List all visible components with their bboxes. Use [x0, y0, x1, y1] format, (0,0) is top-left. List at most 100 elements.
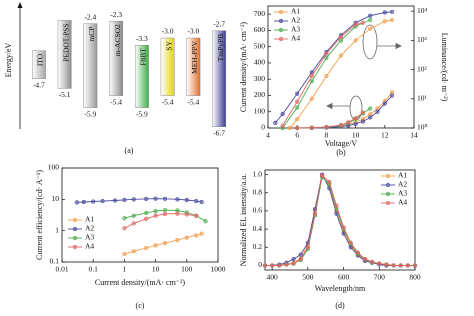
- legend-label: A1: [85, 215, 94, 224]
- x-tick-label: 100: [181, 265, 193, 274]
- y-axis-label: Current efficiency/(cd· A⁻¹): [35, 170, 44, 260]
- material-label: ITO: [36, 53, 45, 66]
- data-point: [312, 211, 318, 216]
- legend-marker: [72, 226, 78, 232]
- data-point: [175, 211, 180, 216]
- y-tick-label: 0.8: [253, 187, 263, 196]
- lumo-label: -3.0: [187, 27, 199, 36]
- x-tick-label: 0.1: [89, 265, 99, 274]
- data-point: [324, 55, 329, 61]
- energy-bar: [134, 45, 149, 108]
- material-label: SY: [164, 40, 173, 50]
- data-point: [199, 199, 204, 205]
- y2-axis-label: Luminance/(cd· m⁻²): [440, 33, 449, 102]
- y-tick-label: 400: [254, 58, 266, 67]
- data-point: [382, 101, 387, 106]
- data-point: [377, 261, 382, 266]
- y-tick-label: 1.0: [253, 169, 263, 178]
- x-tick-label: 12: [381, 131, 389, 140]
- legend-marker: [278, 27, 284, 33]
- data-point: [412, 263, 418, 268]
- data-point: [324, 51, 329, 56]
- data-point: [175, 237, 180, 243]
- data-point: [162, 196, 168, 201]
- plot-frame: [267, 5, 415, 129]
- x-axis-label: Current density/(mA· cm⁻²): [95, 278, 185, 287]
- lumo-label: -2.7: [213, 20, 225, 29]
- legend-label: A3: [85, 233, 94, 242]
- series-line: [265, 173, 415, 266]
- homo-label: -6.7: [213, 129, 225, 138]
- data-point: [360, 119, 366, 124]
- lumo-label: -3.0: [162, 27, 174, 36]
- data-point: [131, 249, 136, 254]
- arrowhead: [326, 102, 333, 110]
- data-point: [199, 231, 204, 236]
- x-tick-label: 8: [325, 131, 329, 140]
- data-point: [298, 252, 303, 257]
- x-tick-label: 14: [410, 131, 418, 140]
- y-tick-label: 0: [261, 123, 265, 132]
- y-tick-label: 500: [254, 41, 266, 50]
- data-point: [353, 121, 358, 127]
- data-point: [291, 256, 296, 262]
- y-axis-label: Current density/(mA· cm⁻²): [239, 22, 248, 112]
- homo-label: -5.4: [110, 97, 122, 106]
- panel-label: (c): [136, 301, 145, 310]
- ellipse-marker: [362, 24, 378, 60]
- y-tick-label: 0.1: [50, 257, 60, 266]
- data-point: [175, 197, 180, 202]
- homo-label: -5.9: [136, 109, 148, 118]
- homo-label: -5.1: [59, 90, 71, 99]
- energy-bar: [160, 37, 175, 96]
- data-point: [295, 105, 300, 110]
- data-point: [298, 256, 303, 262]
- data-point: [153, 213, 158, 218]
- legend-marker: [385, 200, 391, 206]
- data-point: [162, 211, 168, 217]
- material-label: PEDOT:PSS: [61, 23, 70, 61]
- x-tick-label: 10: [152, 265, 160, 274]
- data-point: [309, 125, 314, 130]
- data-point: [287, 125, 293, 131]
- lumo-label: -3.3: [136, 34, 148, 43]
- x-axis-label: Wavelength/nm: [315, 284, 366, 293]
- y2-tick-label: 10²: [417, 64, 428, 73]
- data-point: [184, 212, 189, 217]
- data-point: [327, 179, 332, 184]
- data-point: [384, 262, 389, 267]
- data-point: [131, 221, 136, 226]
- data-point: [309, 96, 314, 101]
- y-tick-label: 0.6: [253, 206, 263, 215]
- energy-bar: [109, 21, 124, 96]
- x-tick-label: 10: [352, 131, 360, 140]
- data-point: [309, 73, 314, 79]
- y-axis-label: Normalized EL intensity/a.u.: [239, 174, 248, 267]
- data-point: [153, 196, 158, 201]
- energy-bar: [31, 50, 46, 79]
- data-point: [194, 213, 199, 218]
- data-point: [353, 116, 358, 121]
- data-point: [291, 261, 296, 266]
- data-point: [390, 93, 395, 98]
- data-point: [144, 216, 149, 221]
- legend-label: A1: [291, 7, 300, 16]
- x-tick-label: 700: [374, 273, 386, 282]
- energy-bar: [57, 20, 72, 89]
- data-point: [370, 259, 375, 264]
- data-point: [368, 13, 373, 18]
- x-tick-label: 1000: [211, 265, 226, 274]
- y2-tick-label: 10¹: [417, 94, 427, 103]
- legend-label: A3: [398, 189, 407, 198]
- data-point: [122, 197, 127, 202]
- legend-marker: [72, 235, 78, 241]
- x-axis-label: Voltage/V: [325, 139, 358, 148]
- data-point: [390, 9, 395, 14]
- x-tick-label: 0.01: [55, 265, 68, 274]
- data-point: [324, 124, 329, 130]
- data-point: [112, 198, 118, 203]
- data-point: [194, 233, 199, 238]
- x-tick-label: 500: [302, 273, 314, 282]
- data-point: [295, 99, 300, 104]
- data-point: [405, 263, 410, 268]
